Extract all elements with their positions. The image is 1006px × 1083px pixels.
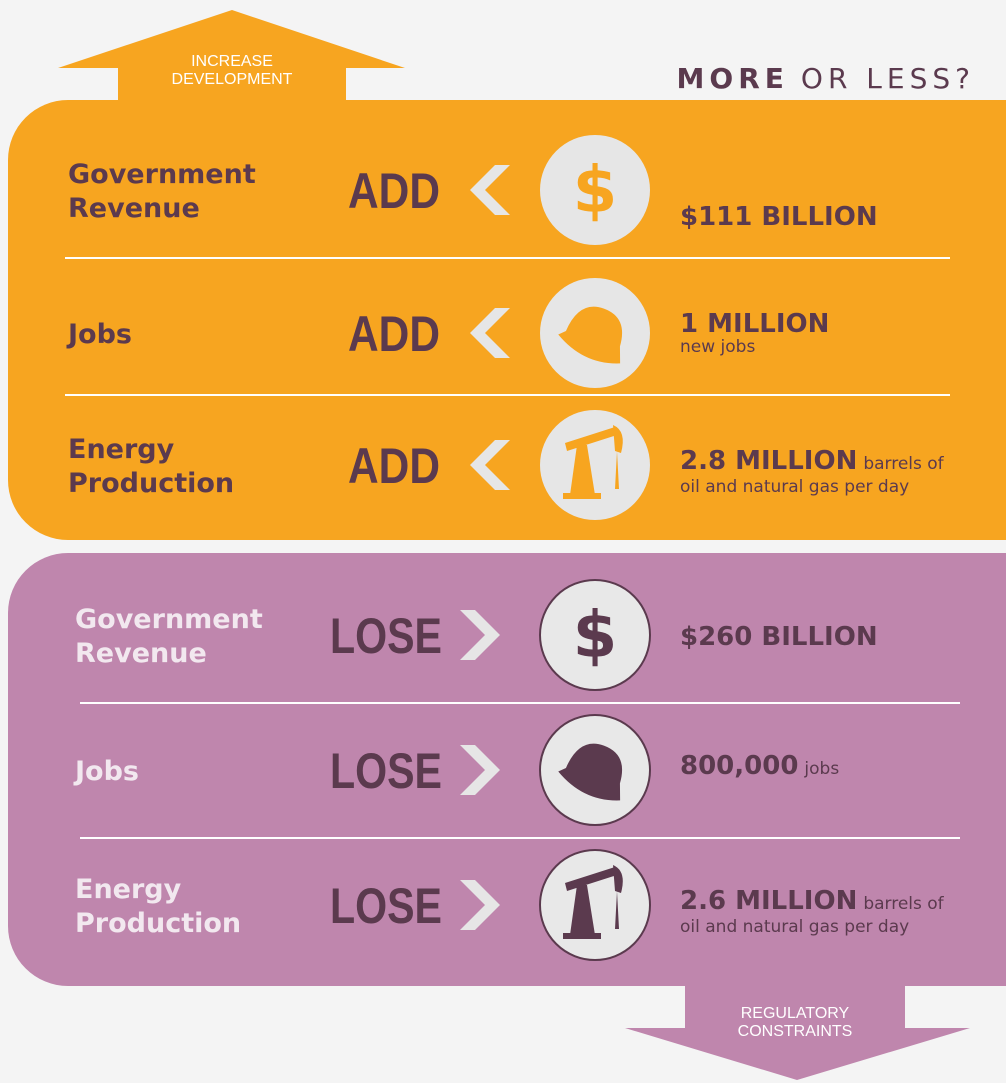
- chevron: [470, 440, 510, 490]
- value-line: 800,000 jobs: [680, 751, 839, 781]
- icon-circle: [539, 849, 651, 961]
- hardhat-icon: [558, 743, 623, 801]
- value-line: 2.6 MILLION barrels of: [680, 886, 945, 916]
- row-label: Jobs: [66, 319, 132, 350]
- arrow-label: REGULATORY: [741, 1005, 850, 1022]
- verb: LOSE: [330, 743, 442, 799]
- verb: ADD: [348, 438, 440, 494]
- chevron: [470, 308, 510, 358]
- increase-panel: [8, 100, 1006, 540]
- row-label: Revenue: [75, 638, 207, 669]
- value: 800,000: [680, 751, 798, 781]
- note: oil and natural gas per day: [680, 917, 909, 937]
- decrease-arrow: [625, 985, 970, 1080]
- row-label: Energy: [75, 874, 182, 905]
- verb: LOSE: [330, 878, 442, 934]
- chevron: [470, 165, 510, 215]
- pumpjack-icon: [563, 425, 623, 499]
- chevron: [460, 610, 500, 660]
- chevron: [460, 745, 500, 795]
- arrow-label: DEVELOPMENT: [172, 71, 293, 88]
- value-line: 2.8 MILLION barrels of: [680, 446, 945, 476]
- icon-circle: [539, 579, 651, 691]
- arrow-label: CONSTRAINTS: [738, 1023, 853, 1040]
- note: oil and natural gas per day: [680, 477, 909, 497]
- row-label: Energy: [68, 434, 175, 465]
- row-label: Production: [68, 468, 234, 499]
- increase-arrow: [58, 10, 405, 108]
- value: $111 BILLION: [680, 202, 878, 232]
- dollar-icon: $: [573, 154, 618, 228]
- note: barrels of: [863, 454, 944, 474]
- row-label: Jobs: [73, 756, 139, 787]
- row-label: Government: [75, 604, 263, 635]
- verb: LOSE: [330, 608, 442, 664]
- note: jobs: [803, 759, 839, 779]
- arrow-label: INCREASE: [191, 53, 273, 70]
- decrease-panel: [8, 553, 1006, 986]
- row-label: Revenue: [68, 193, 200, 224]
- title-rest: OR LESS?: [801, 62, 975, 95]
- note: new jobs: [680, 337, 755, 357]
- dollar-icon: $: [573, 599, 618, 673]
- title-bold: MORE: [677, 62, 789, 95]
- chevron: [460, 880, 500, 930]
- hardhat-icon: [558, 306, 623, 364]
- value: $260 BILLION: [680, 622, 878, 652]
- row-label: Production: [75, 908, 241, 939]
- value: 2.6 MILLION: [680, 886, 857, 916]
- icon-circle: [540, 135, 650, 245]
- title: MORE OR LESS?: [677, 62, 975, 95]
- note: barrels of: [863, 894, 944, 914]
- value: 1 MILLION: [680, 309, 829, 339]
- verb: ADD: [348, 163, 440, 219]
- row-label: Government: [68, 159, 256, 190]
- verb: ADD: [348, 306, 440, 362]
- value: 2.8 MILLION: [680, 446, 857, 476]
- icon-circle: [540, 410, 650, 520]
- pumpjack-icon: [563, 865, 623, 939]
